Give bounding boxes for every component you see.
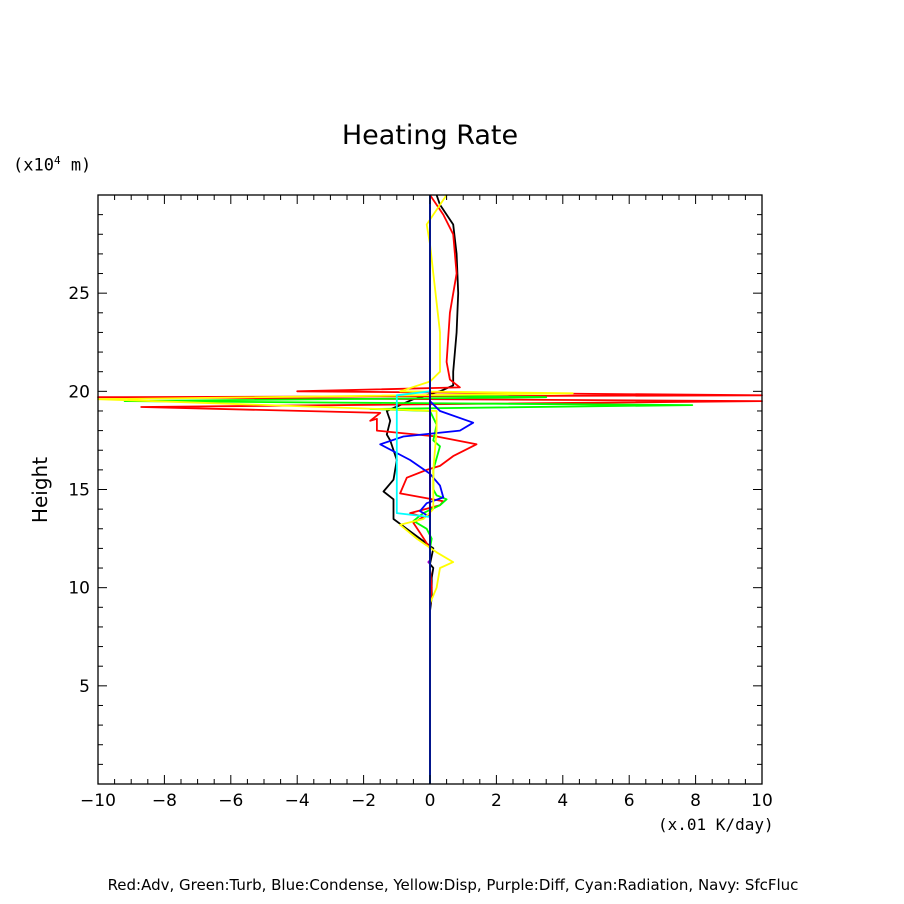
- x-tick-label: 0: [425, 791, 436, 811]
- series-line-blue: [379, 195, 475, 784]
- y-unit-label: (x104 m): [13, 154, 91, 176]
- y-unit-suffix: m): [60, 155, 92, 176]
- plot-frame: [97, 194, 763, 785]
- x-tick-label: 10: [751, 791, 773, 811]
- y-unit-prefix: (x10: [13, 155, 54, 176]
- x-tick-label: −10: [80, 791, 116, 811]
- x-tick-label: 8: [690, 791, 701, 811]
- x-tick-label: 4: [557, 791, 568, 811]
- y-tick-label: 15: [68, 481, 90, 501]
- x-tick-label: −4: [285, 791, 310, 811]
- tick-layer: −10 −8 −6 −4 −2 0 2 4 6 8 10 5 10 15 20 25: [68, 195, 773, 811]
- y-tick-label: 20: [68, 382, 90, 402]
- x-unit-label: (x.01 K/day): [658, 815, 774, 834]
- series-line-green: [123, 195, 694, 784]
- y-unit-exponent: 4: [53, 154, 61, 167]
- legend-text: Red:Adv, Green:Turb, Blue:Condense, Yell…: [107, 876, 799, 894]
- x-tick-label: 2: [491, 791, 502, 811]
- x-tick-label: −6: [218, 791, 243, 811]
- x-tick-label: −8: [152, 791, 177, 811]
- series-layer: [97, 194, 763, 784]
- series-line-cyan: [395, 195, 431, 784]
- x-tick-label: −2: [351, 791, 376, 811]
- series-line-black: [382, 194, 460, 784]
- y-tick-label: 10: [68, 579, 90, 599]
- y-tick-label: 25: [68, 284, 90, 304]
- y-axis-label: Height: [28, 456, 52, 524]
- x-tick-label: 6: [624, 791, 635, 811]
- y-tick-label: 5: [79, 677, 90, 697]
- series-line-yellow: [97, 194, 574, 784]
- chart-title: Heating Rate: [341, 120, 519, 151]
